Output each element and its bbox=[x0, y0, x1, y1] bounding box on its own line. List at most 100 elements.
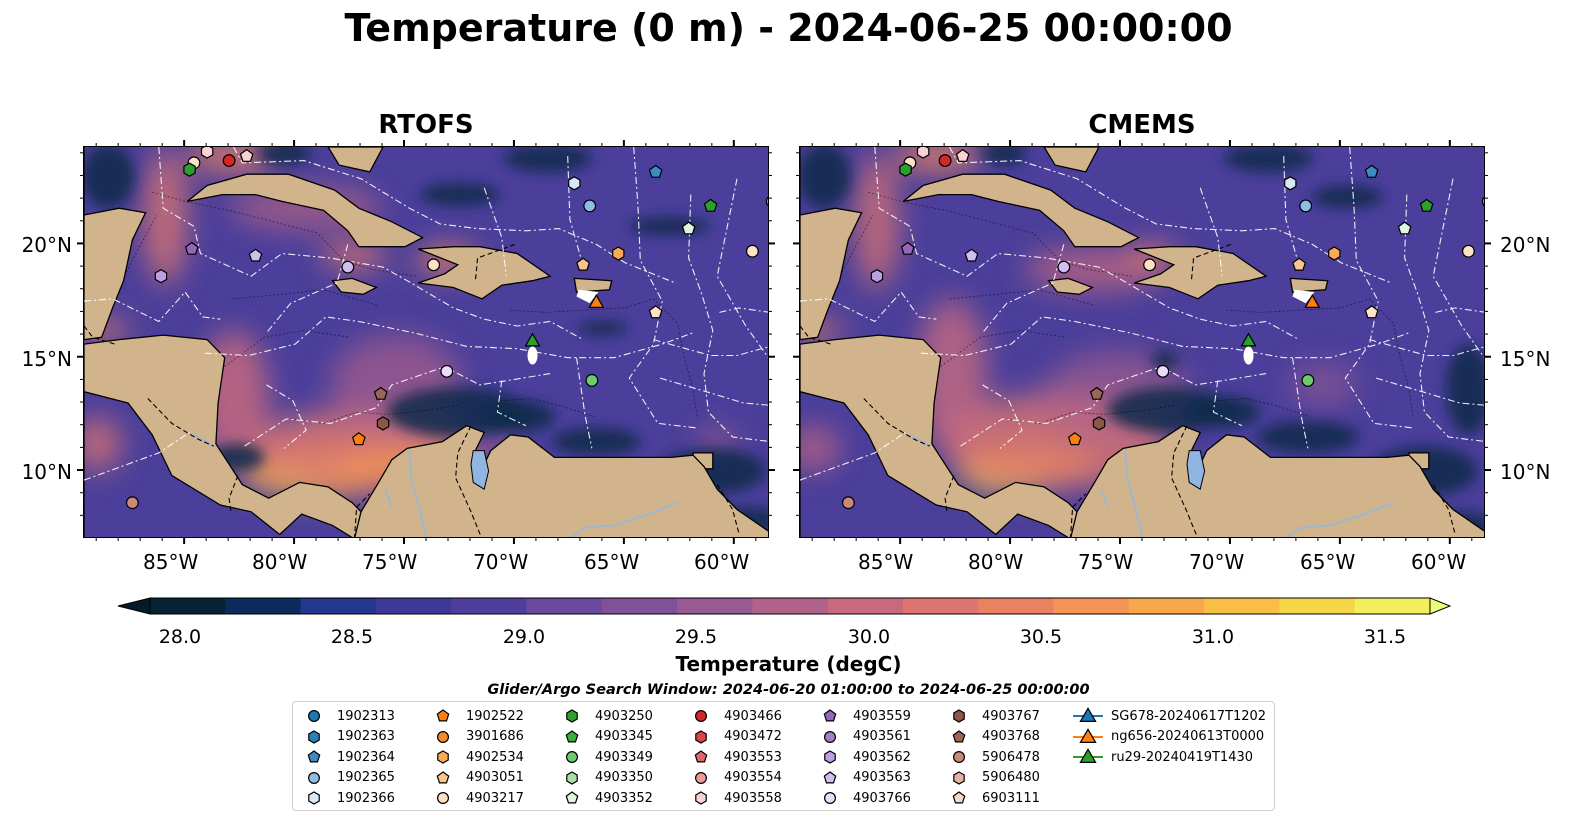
legend-marker-icon bbox=[565, 791, 579, 804]
eez-boundary bbox=[1199, 187, 1223, 277]
eez-boundary bbox=[982, 244, 1065, 334]
legend: 1902313 1902363 1902364 1902365 1902366 19025… bbox=[292, 701, 1275, 811]
legend-marker bbox=[437, 730, 450, 743]
eez-boundary bbox=[84, 291, 221, 323]
legend-label: 1902365 bbox=[337, 770, 395, 785]
legend-label: 4903561 bbox=[853, 729, 911, 744]
colorbar-tick-29-5: 29.5 bbox=[674, 626, 718, 648]
south-america-landmass bbox=[354, 424, 768, 537]
eez-boundary bbox=[628, 147, 698, 429]
argo-float-marker bbox=[427, 258, 441, 272]
legend-marker bbox=[824, 791, 837, 805]
legend-marker bbox=[566, 709, 578, 723]
legend-entry: 4903217 bbox=[428, 788, 524, 808]
legend-label: 4903352 bbox=[595, 790, 653, 806]
cool-water-patch bbox=[420, 183, 500, 206]
bathymetry-contour bbox=[499, 398, 595, 417]
legend-marker bbox=[437, 750, 449, 764]
legend-label: ng656-20240613T0000 bbox=[1111, 729, 1265, 744]
glider-track bbox=[1243, 346, 1254, 365]
legend-marker-icon bbox=[308, 729, 320, 744]
eez-boundary bbox=[960, 366, 1267, 447]
legend-marker-icon bbox=[437, 730, 450, 743]
colorbar-min-extend bbox=[117, 597, 151, 615]
search-window-caption: Glider/Argo Search Window: 2024-06-20 01… bbox=[487, 682, 1090, 698]
argo-float-marker bbox=[1067, 432, 1082, 446]
argo-float-marker bbox=[154, 269, 168, 284]
cool-water-patch bbox=[629, 217, 709, 236]
argo-float-marker bbox=[1301, 373, 1315, 387]
lon-tick-70w: 70°W bbox=[1189, 550, 1245, 574]
legend-label: 4903217 bbox=[466, 790, 524, 806]
legend-label: 1902522 bbox=[466, 708, 524, 724]
argo-float-marker bbox=[916, 147, 930, 159]
argo-float-marker bbox=[1057, 260, 1071, 274]
legend-marker-icon bbox=[566, 750, 579, 764]
legend-marker-icon bbox=[694, 750, 708, 763]
legend-entry: 4903562 bbox=[815, 747, 911, 767]
argo-float-marker bbox=[341, 260, 355, 274]
legend-label: 5906480 bbox=[982, 770, 1040, 785]
country-border bbox=[1432, 484, 1456, 535]
argo-float-marker bbox=[681, 221, 696, 235]
colorbar-segment bbox=[1354, 598, 1431, 614]
cool-water-patch bbox=[1446, 344, 1484, 435]
south-america-landmass bbox=[1070, 424, 1484, 537]
argo-float-marker bbox=[648, 305, 663, 319]
legend-label: 4902534 bbox=[466, 749, 524, 765]
glider-track bbox=[527, 346, 538, 365]
eez-boundary bbox=[800, 291, 937, 323]
legend-label: 6903111 bbox=[982, 790, 1040, 806]
legend-marker-icon bbox=[695, 771, 708, 784]
lon-tick-65w: 65°W bbox=[584, 550, 640, 574]
colorbar-segment bbox=[375, 598, 452, 614]
legend-marker bbox=[308, 771, 321, 784]
argo-float-marker bbox=[648, 164, 663, 178]
legend-entry: 1902366 bbox=[299, 788, 395, 808]
argo-float-marker bbox=[612, 246, 625, 261]
legend-marker-icon bbox=[824, 791, 837, 805]
legend-entry: 4903767 bbox=[944, 706, 1040, 726]
bathymetry-contour bbox=[152, 191, 417, 277]
colorbar-segment bbox=[451, 598, 527, 614]
legend-entry: 1902365 bbox=[299, 768, 395, 788]
eez-boundary bbox=[266, 384, 307, 449]
colorbar-segment bbox=[677, 598, 753, 614]
argo-float-marker bbox=[222, 154, 236, 168]
panel-title-cmems: CMEMS bbox=[1088, 110, 1196, 140]
country-border bbox=[455, 425, 482, 537]
argo-float-marker bbox=[1419, 198, 1434, 212]
eez-boundary bbox=[1212, 380, 1243, 427]
argo-float-marker bbox=[1284, 176, 1297, 191]
legend-label: 4903466 bbox=[724, 708, 782, 724]
eez-boundary bbox=[233, 147, 676, 284]
legend-marker-icon bbox=[308, 771, 321, 784]
legend-marker-icon bbox=[824, 750, 836, 764]
legend-marker-icon bbox=[695, 729, 707, 744]
lon-tick-60w: 60°W bbox=[1411, 550, 1467, 574]
puerto-rico-landmass bbox=[1289, 277, 1329, 293]
eez-boundary bbox=[567, 156, 582, 259]
eez-boundary bbox=[1369, 339, 1484, 357]
eez-boundary bbox=[1375, 377, 1484, 406]
river bbox=[568, 501, 679, 537]
legend-marker-icon bbox=[308, 709, 321, 723]
legend-label: 4903472 bbox=[724, 729, 782, 744]
jamaica-landmass bbox=[1047, 277, 1094, 295]
map-canvas bbox=[84, 147, 768, 537]
legend-entry: 1902364 bbox=[299, 747, 395, 767]
bathymetry-contour bbox=[233, 289, 379, 306]
colorbar-tick-30-0: 30.0 bbox=[847, 626, 891, 648]
legend-entry: 4903768 bbox=[944, 727, 1040, 747]
bathymetry-contour bbox=[510, 298, 698, 419]
eez-boundary bbox=[244, 366, 551, 447]
legend-entry: 4903349 bbox=[557, 747, 653, 767]
eez-boundary bbox=[1404, 194, 1484, 442]
eez-boundary bbox=[1344, 147, 1414, 429]
eez-boundary bbox=[653, 339, 768, 357]
legend-entry: 4903766 bbox=[815, 788, 911, 808]
argo-float-marker bbox=[841, 496, 855, 510]
colorbar-segment bbox=[300, 598, 377, 614]
legend-marker bbox=[824, 730, 837, 743]
eez-boundary bbox=[496, 380, 527, 427]
